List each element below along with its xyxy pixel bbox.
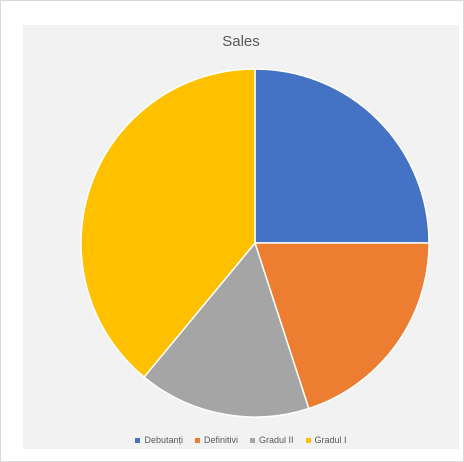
legend-item: Gradul I <box>306 435 347 445</box>
legend-swatch <box>135 438 140 443</box>
legend-swatch <box>306 438 311 443</box>
legend-item: Gradul II <box>250 435 294 445</box>
legend-label: Debutanți <box>144 435 183 445</box>
legend-label: Gradul II <box>259 435 294 445</box>
legend-label: Gradul I <box>315 435 347 445</box>
chart-legend: Debutanți Definitivi Gradul II Gradul I <box>23 435 459 445</box>
legend-swatch <box>250 438 255 443</box>
pie-slice-1 <box>255 69 429 243</box>
legend-label: Definitivi <box>204 435 238 445</box>
pie-chart <box>23 25 459 449</box>
legend-swatch <box>195 438 200 443</box>
legend-item: Debutanți <box>135 435 183 445</box>
chart-area: Sales Debutanți Definitivi Gradul II Gradul… <box>23 25 459 449</box>
legend-item: Definitivi <box>195 435 238 445</box>
